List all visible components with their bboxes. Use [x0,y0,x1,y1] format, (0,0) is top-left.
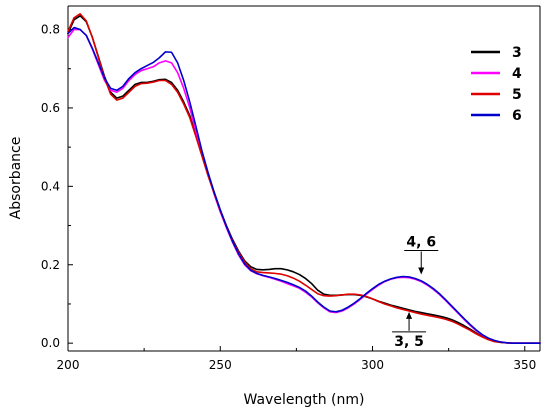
plot-frame [67,5,541,352]
x-tick-label: 250 [209,358,232,372]
y-tick-label: 0.2 [41,258,60,272]
x-axis-title: Wavelength (nm) [244,392,365,408]
annotation-arrowhead [418,267,425,275]
annotations: 4, 6 3, 5 [392,235,439,350]
annotation-arrowhead [406,311,413,319]
series-line-4 [67,28,541,344]
y-tick-label: 0.8 [41,23,60,37]
annotation-label: 3, 5 [394,334,424,350]
y-tick-label: 0.0 [41,336,60,350]
x-axis-ticks: 200 250 300 350 [57,346,536,372]
legend: 3 4 5 6 [471,45,522,124]
legend-label-4: 4 [512,66,522,82]
annotation-label: 4, 6 [406,235,436,251]
y-axis-title: Absorbance [8,137,24,220]
x-tick-label: 350 [513,358,536,372]
series-line-3 [67,15,541,344]
y-tick-label: 0.4 [41,179,60,193]
x-tick-label: 200 [57,358,80,372]
series-line-6 [67,26,541,344]
x-tick-label: 300 [361,358,384,372]
series-group [67,13,541,344]
series-line-5 [67,13,541,344]
y-tick-label: 0.6 [41,101,60,115]
legend-label-3: 3 [512,45,522,61]
legend-label-5: 5 [512,87,522,103]
y-axis-ticks: 0.0 0.2 0.4 0.6 0.8 [41,23,73,350]
legend-label-6: 6 [512,108,522,124]
